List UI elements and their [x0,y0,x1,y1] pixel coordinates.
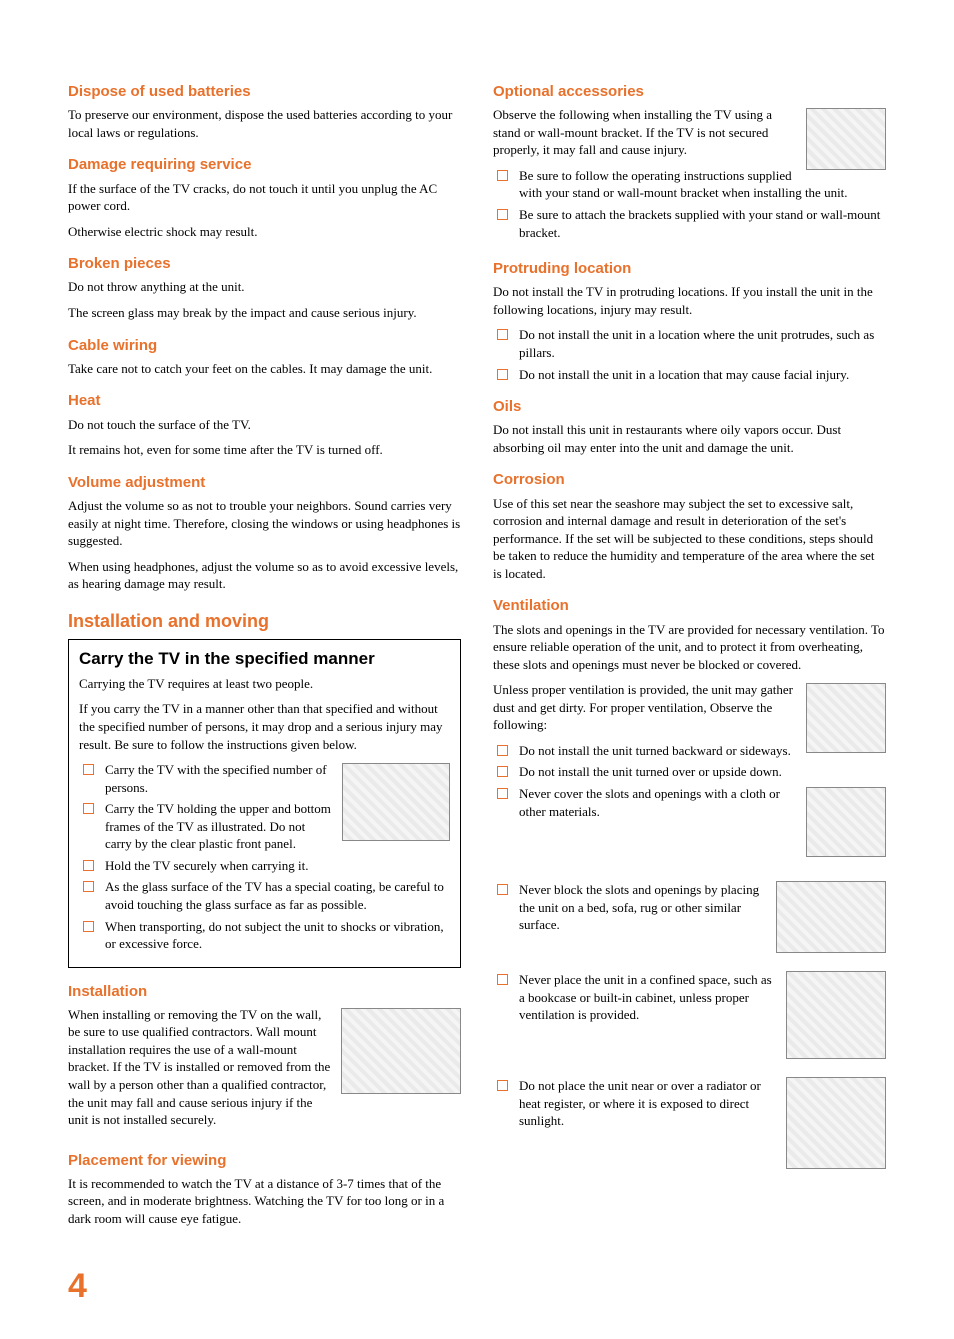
list-item: Never cover the slots and openings with … [493,785,886,820]
list-item: Never block the slots and openings by pl… [493,881,766,934]
heading-ventilation: Ventilation [493,596,886,616]
para: Do not install this unit in restaurants … [493,421,886,456]
list-item: Do not install the unit turned over or u… [493,763,886,781]
heading-installation: Installation [68,982,461,1002]
tv-cabinet-illustration [786,971,886,1059]
para: The slots and openings in the TV are pro… [493,621,886,674]
para: To preserve our environment, dispose the… [68,106,461,141]
para: Take care not to catch your feet on the … [68,360,461,378]
para: It is recommended to watch the TV at a d… [68,1175,461,1228]
heading-protruding: Protruding location [493,259,886,279]
list-item: Do not install the unit turned backward … [493,742,886,760]
ventilation-item-confined: Never place the unit in a confined space… [493,971,886,1059]
heading-broken: Broken pieces [68,254,461,274]
ventilation-bullet-list-1: Do not install the unit turned backward … [493,742,886,781]
list-item: Do not install the unit in a location th… [493,366,886,384]
heading-damage: Damage requiring service [68,155,461,175]
optional-bullet-list: Be sure to follow the operating instruct… [493,167,886,241]
tv-radiator-illustration [786,1077,886,1169]
list-item: Do not install the unit in a location wh… [493,326,886,361]
bullet-wrap: Do not place the unit near or over a rad… [493,1077,776,1134]
list-item: When transporting, do not subject the un… [79,918,450,953]
two-column-layout: Dispose of used batteries To preserve ou… [68,68,886,1236]
heading-optional: Optional accessories [493,82,886,102]
list-item: Be sure to follow the operating instruct… [493,167,886,202]
list-item: Carry the TV with the specified number o… [79,761,450,796]
heading-placement: Placement for viewing [68,1151,461,1171]
ventilation-item-radiator: Do not place the unit near or over a rad… [493,1077,886,1169]
heading-corrosion: Corrosion [493,470,886,490]
tv-stand-illustration [806,108,886,170]
bullet-wrap: Never block the slots and openings by pl… [493,881,766,938]
list-item: Hold the TV securely when carrying it. [79,857,450,875]
list-item: Do not place the unit near or over a rad… [493,1077,776,1130]
left-column: Dispose of used batteries To preserve ou… [68,68,461,1236]
page-number: 4 [68,1264,886,1310]
para: If the surface of the TV cracks, do not … [68,180,461,215]
box-title: Carry the TV in the specified manner [79,648,450,671]
heading-oils: Oils [493,397,886,417]
list-item: As the glass surface of the TV has a spe… [79,878,450,913]
ventilation-bullet-list-2: Never cover the slots and openings with … [493,785,886,820]
heading-heat: Heat [68,391,461,411]
heading-volume: Volume adjustment [68,473,461,493]
ventilation-item-bed: Never block the slots and openings by pl… [493,881,886,953]
para: Otherwise electric shock may result. [68,223,461,241]
carry-bullet-list: Carry the TV with the specified number o… [79,761,450,952]
para: Do not install the TV in protruding loca… [493,283,886,318]
para: The screen glass may break by the impact… [68,304,461,322]
heading-installation-moving: Installation and moving [68,609,461,633]
para: It remains hot, even for some time after… [68,441,461,459]
protruding-bullet-list: Do not install the unit in a location wh… [493,326,886,383]
list-item: Never place the unit in a confined space… [493,971,776,1024]
right-column: Optional accessories Observe the followi… [493,68,886,1236]
para: Do not throw anything at the unit. [68,278,461,296]
para: Use of this set near the seashore may su… [493,495,886,583]
para: If you carry the TV in a manner other th… [79,700,450,753]
heading-cable: Cable wiring [68,336,461,356]
bullet-wrap: Never place the unit in a confined space… [493,971,776,1028]
list-item: Be sure to attach the brackets supplied … [493,206,886,241]
para: Adjust the volume so as not to trouble y… [68,497,461,550]
list-item: Carry the TV holding the upper and botto… [79,800,450,853]
wall-mount-illustration [341,1008,461,1094]
heading-dispose: Dispose of used batteries [68,82,461,102]
carry-tv-box: Carry the TV in the specified manner Car… [68,639,461,968]
para: Carrying the TV requires at least two pe… [79,675,450,693]
para: Do not touch the surface of the TV. [68,416,461,434]
para: When using headphones, adjust the volume… [68,558,461,593]
tv-on-sofa-illustration [776,881,886,953]
